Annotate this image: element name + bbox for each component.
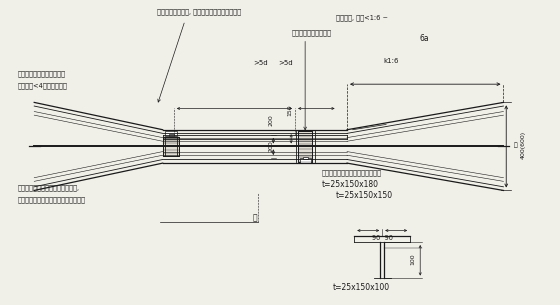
Bar — [163, 137, 179, 156]
Text: 6a: 6a — [419, 34, 429, 43]
Text: 粘结钢筋套管要求管道成组穿过写,: 粘结钢筋套管要求管道成组穿过写, — [17, 184, 80, 191]
Text: 400(600): 400(600) — [520, 131, 525, 159]
Bar — [166, 131, 176, 136]
Text: 梁: 梁 — [253, 213, 257, 222]
Bar — [298, 131, 312, 162]
Text: 90  90: 90 90 — [372, 235, 393, 241]
Text: t=25x150x180: t=25x150x180 — [322, 180, 379, 189]
Text: 梁: 梁 — [514, 142, 517, 148]
Bar — [163, 137, 179, 156]
Text: 100: 100 — [410, 253, 416, 264]
Text: >5d: >5d — [254, 60, 268, 66]
Bar — [169, 134, 174, 136]
Text: 附相对钢筋与非预应力筋构造做法: 附相对钢筋与非预应力筋构造做法 — [322, 169, 382, 176]
Text: 200: 200 — [269, 141, 274, 152]
Text: 当跨数水<4时可不穿腹板: 当跨数水<4时可不穿腹板 — [17, 82, 67, 89]
Text: t=25x150x100: t=25x150x100 — [333, 283, 390, 292]
Text: 消减坡度, 坡及<1:6 ~: 消减坡度, 坡及<1:6 ~ — [336, 14, 388, 21]
Text: 150: 150 — [287, 104, 292, 116]
Bar — [302, 156, 307, 159]
Text: 张拉端不穿柱里缘, 且应尽量少穿越不穿柱筋板: 张拉端不穿柱里缘, 且应尽量少穿越不穿柱筋板 — [157, 8, 241, 15]
Text: 200: 200 — [269, 115, 274, 127]
Text: 搂下张拉一端最大牛腿截面: 搂下张拉一端最大牛腿截面 — [17, 70, 66, 77]
Text: >5d: >5d — [278, 60, 293, 66]
Text: t=25x150x150: t=25x150x150 — [336, 191, 393, 199]
Text: 直销优先螺旋所在位置: 直销优先螺旋所在位置 — [291, 29, 331, 36]
Bar — [300, 158, 311, 163]
Text: 清刚走该钢筋将插绕组在后组合腹板。: 清刚走该钢筋将插绕组在后组合腹板。 — [17, 196, 86, 203]
Bar — [298, 131, 312, 162]
Text: k1:6: k1:6 — [384, 59, 399, 64]
